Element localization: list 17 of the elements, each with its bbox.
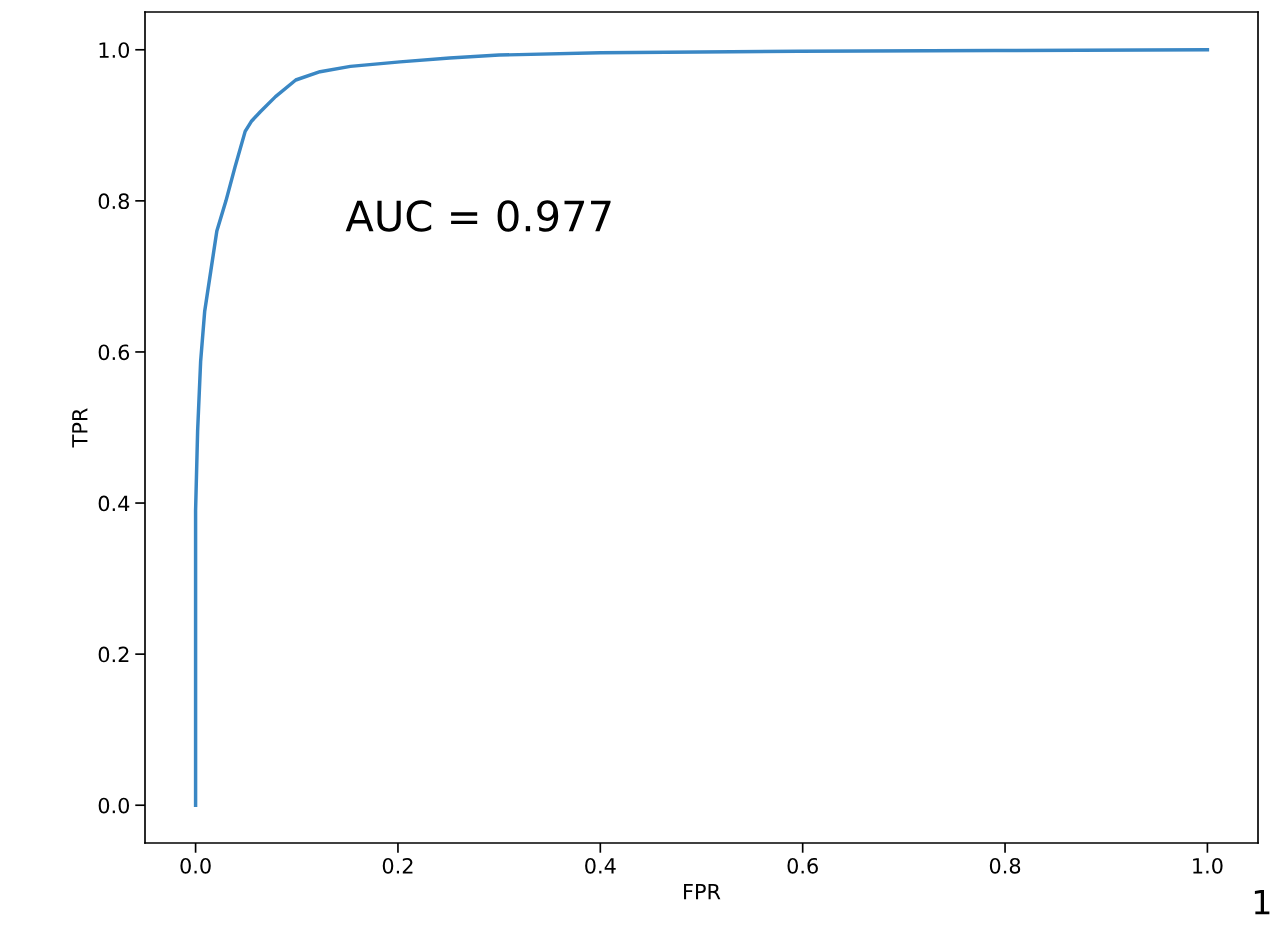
y-tick-label: 0.6 [98, 344, 130, 361]
x-tick-label: 0.0 [180, 857, 211, 874]
line-series [193, 48, 1210, 807]
text: 1 [1254, 889, 1270, 915]
y-tick-label: 0.0 [98, 797, 130, 814]
y-tick-label: 0.2 [98, 646, 129, 663]
x-tick-label: 0.4 [585, 857, 616, 874]
annotation: AUC = 0.977 [345, 200, 611, 232]
y-tick-label: 1.0 [99, 42, 130, 58]
y-tick-label: 0.4 [98, 495, 130, 512]
x-tick-label: 0.8 [989, 857, 1021, 874]
y-tick-label: 0.8 [98, 193, 129, 210]
x-axis-title: FPR [684, 883, 721, 900]
x-tick-label: 0.6 [787, 857, 818, 874]
y-axis-title: TPR [72, 408, 88, 448]
x-tick-label: 1.0 [1193, 857, 1223, 874]
x-tick-label: 0.2 [382, 857, 413, 874]
